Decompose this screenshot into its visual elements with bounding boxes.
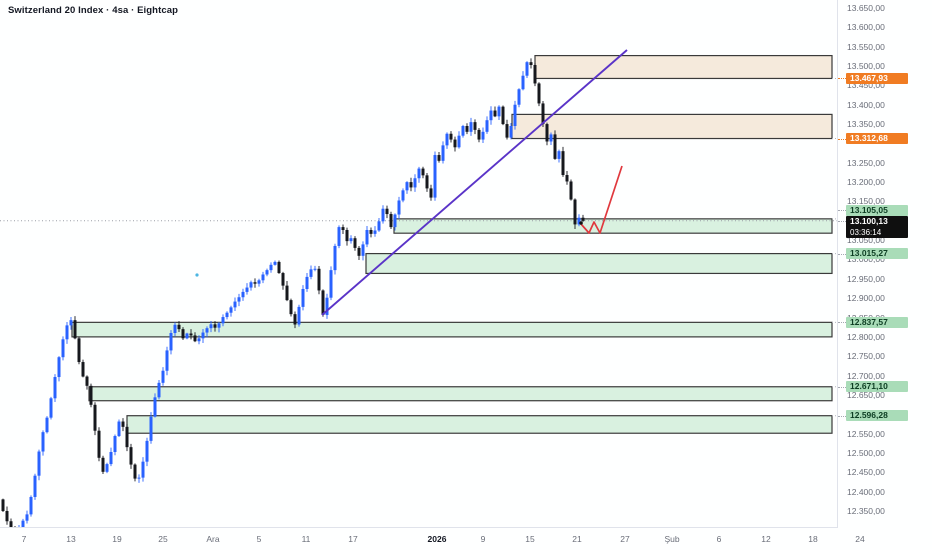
price-tick: 12.350,00 <box>847 505 885 516</box>
supply-zone-price-label: 13.312,68 <box>846 133 908 145</box>
price-tick: 13.550,00 <box>847 41 885 52</box>
axis-dotted-connector <box>838 386 846 388</box>
price-tick: 13.150,00 <box>847 196 885 207</box>
price-tick: 13.650,00 <box>847 3 885 13</box>
candles <box>1 58 585 527</box>
price-tick: 13.250,00 <box>847 157 885 168</box>
time-tick: 9 <box>480 534 486 544</box>
time-tick: 21 <box>572 534 582 544</box>
price-axis[interactable]: 13.650,00 13.600,00 13.550,00 13.500,00 13.4… <box>838 0 932 527</box>
time-tick: 17 <box>348 534 358 544</box>
demand-zone-price-label: 13.105,05 <box>846 204 908 216</box>
price-tick: 13.400,00 <box>847 99 885 110</box>
axis-dotted-connector <box>838 253 846 255</box>
time-tick: 25 <box>158 534 168 544</box>
axis-dotted-connector <box>838 415 846 417</box>
bar-countdown: 03:36:14 <box>850 228 882 237</box>
price-tick: 12.500,00 <box>847 447 885 458</box>
price-tick: 12.800,00 <box>847 331 885 342</box>
price-tick: 12.900,00 <box>847 293 885 304</box>
supply-zone-13.312,68[interactable] <box>511 113 833 140</box>
demand-zone-13.015,27[interactable] <box>365 252 833 275</box>
projection-arrow[interactable] <box>580 165 623 234</box>
price-chart[interactable] <box>0 0 837 527</box>
time-tick: 15 <box>525 534 535 544</box>
time-tick: Ara <box>206 534 220 544</box>
time-tick: 12 <box>761 534 771 544</box>
price-tick: 13.350,00 <box>847 119 885 130</box>
time-tick: 13 <box>66 534 76 544</box>
demand-zone-12.671,10[interactable] <box>88 386 833 402</box>
demand-zone-12.837,57[interactable] <box>71 321 833 338</box>
axis-dotted-connector <box>838 78 846 80</box>
last-price-label: 13.100,13 03:36:14 <box>846 216 908 238</box>
supply-zone-price-label: 13.467,93 <box>846 72 908 84</box>
time-tick: 11 <box>301 534 311 544</box>
time-tick: 18 <box>808 534 818 544</box>
axis-dotted-connector <box>838 220 846 222</box>
axis-dotted-connector <box>838 210 846 211</box>
price-tick: 12.750,00 <box>847 351 885 362</box>
time-tick: 24 <box>855 534 865 544</box>
trendline[interactable] <box>321 49 628 316</box>
price-tick: 12.450,00 <box>847 467 885 478</box>
price-tick: 13.600,00 <box>847 22 885 33</box>
price-tick: 13.450,00 <box>847 80 885 91</box>
axis-dotted-connector <box>838 138 846 140</box>
chart-pane[interactable]: Switzerland 20 Index · 4sa · Eightcap <box>0 0 838 528</box>
symbol-title[interactable]: Switzerland 20 Index · 4sa · Eightcap <box>8 5 178 16</box>
time-tick: Şub <box>664 534 680 544</box>
time-tick: 7 <box>21 534 27 544</box>
price-tick: 12.400,00 <box>847 486 885 497</box>
price-tick: 13.050,00 <box>847 235 885 246</box>
price-tick: 12.700,00 <box>847 370 885 381</box>
supply-zone-13.467,93[interactable] <box>534 54 833 80</box>
price-tick: 13.000,00 <box>847 254 885 265</box>
last-price-value: 13.100,13 <box>850 216 888 226</box>
price-tick: 12.950,00 <box>847 273 885 284</box>
demand-zone-price-label: 12.671,10 <box>846 381 908 393</box>
price-tick: 13.200,00 <box>847 177 885 188</box>
last-price-dot <box>579 221 583 225</box>
axis-dotted-connector <box>838 322 846 324</box>
time-tick: 19 <box>112 534 122 544</box>
price-tick: 13.500,00 <box>847 61 885 72</box>
demand-zone-price-label: 12.837,57 <box>846 316 908 328</box>
demand-zone-price-label: 12.596,28 <box>846 410 908 422</box>
demand-zone-price-label: 13.015,27 <box>846 248 908 260</box>
time-tick: 27 <box>620 534 630 544</box>
price-tick: 12.650,00 <box>847 389 885 400</box>
marker-dot <box>195 273 199 277</box>
price-tick: 12.550,00 <box>847 428 885 439</box>
demand-zone-12.596,28[interactable] <box>126 415 833 434</box>
supply-demand-zones[interactable] <box>71 54 837 434</box>
time-tick: 6 <box>716 534 722 544</box>
time-axis[interactable]: 7 13 19 25 Ara 5 11 17 2026 9 15 21 27 Şub 6 12 18 24 <box>0 528 865 550</box>
time-tick: 2026 <box>427 534 447 544</box>
time-tick: 5 <box>256 534 262 544</box>
